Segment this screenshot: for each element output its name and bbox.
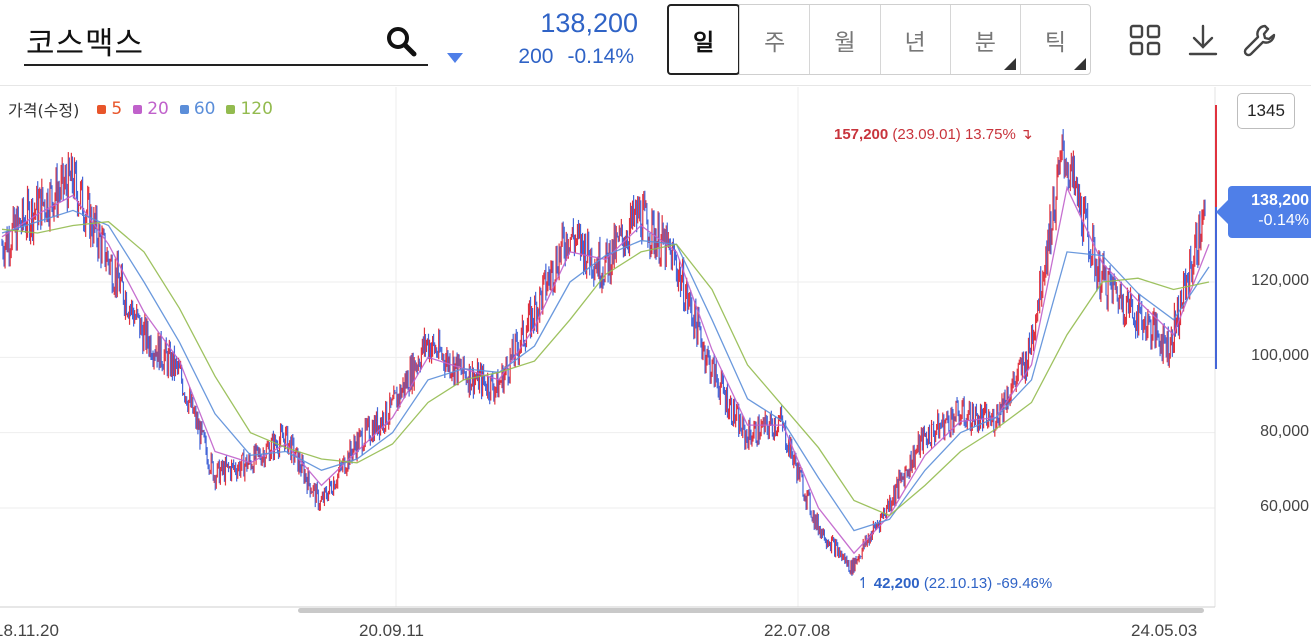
high-price: 157,200 [834, 126, 889, 143]
high-annotation: 157,200 (23.09.01) 13.75% ↴ [834, 125, 1033, 143]
chart-legend: 가격(수정) 5 20 60 120 [8, 97, 284, 121]
legend-swatch [179, 104, 189, 114]
high-detail: (23.09.01) 13.75% [892, 126, 1016, 143]
x-axis-tick-label: 22.07.08 [764, 621, 831, 637]
legend-label: 5 [111, 99, 123, 119]
search-icon[interactable] [384, 24, 418, 58]
tab-period-1[interactable]: 주 [739, 5, 809, 74]
price-tag-value: 138,200 [1251, 192, 1309, 209]
x-axis-tick-label: 20.09.11 [359, 621, 424, 637]
legend-label: 120 [240, 99, 273, 119]
low-marker-icon: ↿ [857, 575, 870, 592]
ma-line-60 [1, 209, 1210, 532]
legend-swatch [97, 104, 107, 114]
current-price-tag: 138,200 -0.14% [1216, 186, 1311, 238]
low-detail: (22.10.13) -69.46% [923, 575, 1053, 592]
candle-count-box[interactable]: 1345 [1237, 93, 1295, 129]
price-tag-change: -0.14% [1258, 212, 1309, 229]
download-icon[interactable] [1185, 22, 1221, 58]
chevron-down-icon[interactable] [444, 50, 466, 66]
y-axis-tick-label: 80,000 [1260, 422, 1309, 440]
tab-label: 월 [834, 29, 856, 56]
grid-layout-icon[interactable] [1127, 22, 1163, 58]
stock-name-underline [24, 64, 428, 66]
chart-canvas[interactable] [0, 87, 1311, 637]
legend-item[interactable]: 5 [97, 99, 122, 119]
x-axis-tick-label: 18.11.20 [0, 621, 59, 637]
horizontal-scrollbar [298, 608, 1204, 613]
tab-period-5[interactable]: 틱 [1019, 5, 1090, 74]
tab-period-2[interactable]: 월 [809, 5, 879, 74]
price-chart[interactable]: 가격(수정) 5 20 60 120 1345 138,200 -0.14% 157,… [0, 87, 1311, 637]
legend-item[interactable]: 120 [226, 99, 273, 119]
tab-period-4[interactable]: 분 [949, 5, 1020, 74]
ma-line-20 [1, 185, 1210, 555]
current-price: 138,200 [540, 8, 638, 38]
low-annotation: ↿ 42,200 (22.10.13) -69.46% [857, 574, 1052, 592]
tab-label: 주 [764, 29, 786, 56]
legend-swatch [133, 104, 143, 114]
tab-menu-corner-icon [1074, 58, 1087, 70]
change-percent: -0.14% [567, 45, 634, 68]
tab-label: 분 [974, 29, 996, 56]
tab-label: 일 [693, 29, 715, 56]
tab-label: 년 [904, 29, 926, 56]
tab-period-0[interactable]: 일 [667, 4, 741, 75]
high-marker-icon: ↴ [1020, 126, 1033, 143]
y-axis-tick-label: 60,000 [1260, 497, 1309, 515]
price-change: 200 -0.14% [518, 45, 634, 69]
ma-line-120 [1, 221, 1210, 517]
tab-menu-corner-icon [1003, 58, 1016, 70]
legend-title: 가격(수정) [8, 101, 80, 120]
stock-name[interactable]: 코스맥스 [26, 26, 145, 62]
tab-label: 틱 [1044, 29, 1067, 56]
legend-item[interactable]: 60 [179, 99, 216, 119]
wrench-icon[interactable] [1242, 22, 1278, 58]
change-amount: 200 [518, 45, 554, 68]
legend-label: 20 [147, 99, 169, 119]
tab-period-3[interactable]: 년 [879, 5, 950, 74]
x-axis-tick-label: 24.05.03 [1131, 621, 1198, 637]
legend-swatch [226, 104, 236, 114]
legend-item[interactable]: 20 [133, 99, 169, 119]
y-axis-tick-label: 120,000 [1251, 272, 1309, 289]
low-price: 42,200 [873, 575, 920, 592]
chart-header: 코스맥스 138,200 200 -0.14% 일 주 월 년 분 틱 [0, 0, 1311, 86]
legend-label: 60 [193, 99, 216, 119]
y-axis-tick-label: 100,000 [1251, 347, 1309, 365]
